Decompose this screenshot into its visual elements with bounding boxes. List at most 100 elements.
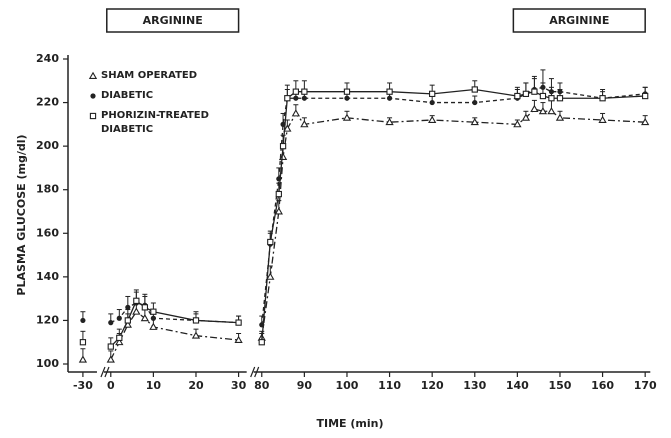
x-tick-label: 130 <box>463 379 486 392</box>
series-line <box>261 88 646 343</box>
point <box>556 95 564 102</box>
annotation-box <box>512 8 646 33</box>
point <box>385 117 394 126</box>
y-axis-label: PLASMA GLUCOSE (mg/dl) <box>15 134 28 295</box>
point <box>150 315 156 321</box>
x-tick-label: 160 <box>591 379 614 392</box>
x-tick-label: 20 <box>188 379 204 392</box>
y-tick-label: 120 <box>36 313 59 326</box>
y-tick-label: 100 <box>36 357 59 370</box>
annotation-text: ARGININE <box>143 14 203 27</box>
annotation-box <box>106 8 240 33</box>
y-tick-label: 240 <box>36 52 59 65</box>
point <box>116 334 123 342</box>
point <box>116 315 122 321</box>
point <box>106 355 115 363</box>
legend-marker <box>90 93 96 99</box>
point <box>79 339 87 346</box>
x-tick-label: 90 <box>297 379 313 392</box>
point <box>284 95 291 102</box>
point <box>599 95 606 102</box>
point <box>107 343 114 350</box>
point <box>344 95 350 101</box>
point <box>292 88 300 95</box>
point <box>78 355 88 363</box>
point <box>428 115 437 123</box>
x-tick-label: -30 <box>73 379 93 392</box>
point <box>291 109 300 117</box>
point <box>267 238 274 246</box>
point <box>115 337 124 346</box>
x-tick-label: 150 <box>548 379 571 392</box>
point <box>530 104 539 113</box>
axis-break <box>250 366 260 378</box>
point <box>293 95 299 101</box>
legend-label: SHAM OPERATED <box>101 70 198 81</box>
annotation-text: ARGININE <box>549 14 609 27</box>
point <box>140 313 150 322</box>
point <box>80 317 86 324</box>
point <box>192 317 200 324</box>
point <box>514 92 521 100</box>
point <box>275 190 282 198</box>
point <box>124 317 131 324</box>
point <box>279 142 287 150</box>
x-tick-label: 30 <box>231 379 247 392</box>
point <box>429 99 435 106</box>
x-tick-label: 110 <box>378 379 401 392</box>
legend-marker <box>88 71 98 79</box>
point <box>283 124 292 132</box>
x-tick-label: 0 <box>107 379 115 392</box>
y-tick-label: 180 <box>36 183 59 196</box>
x-tick-label: 120 <box>421 379 444 392</box>
y-tick-label: 220 <box>36 96 59 109</box>
legend-label: PHORIZIN-TREATED DIABETIC <box>101 110 209 135</box>
point <box>472 99 478 106</box>
point <box>133 297 140 304</box>
point <box>538 106 548 115</box>
point <box>301 88 308 95</box>
legend-marker <box>89 112 97 120</box>
y-tick-label: 140 <box>36 270 59 283</box>
x-tick-label: 80 <box>254 379 270 392</box>
point <box>386 88 393 95</box>
point <box>470 117 479 126</box>
x-tick-label: 140 <box>506 379 529 392</box>
point <box>641 117 650 126</box>
point <box>522 90 530 98</box>
point <box>274 207 283 215</box>
x-tick-label: 10 <box>146 379 162 392</box>
point <box>234 335 243 343</box>
series-line <box>261 108 646 338</box>
point <box>539 92 547 100</box>
x-axis-label: TIME (min) <box>316 417 383 430</box>
point <box>429 90 436 98</box>
point <box>521 113 531 121</box>
point <box>471 86 478 93</box>
point <box>108 320 114 326</box>
point <box>301 95 307 101</box>
legend-label: DIABETIC <box>101 90 154 101</box>
point <box>191 331 201 339</box>
x-tick-label: 170 <box>634 379 657 392</box>
point <box>555 113 565 121</box>
point <box>343 88 351 95</box>
point <box>342 113 352 121</box>
point <box>513 120 522 128</box>
point <box>386 95 393 101</box>
point <box>149 322 158 330</box>
point <box>300 120 309 128</box>
point <box>266 272 275 280</box>
x-tick-label: 100 <box>335 379 358 392</box>
y-tick-label: 160 <box>36 226 59 239</box>
point <box>141 304 149 311</box>
point <box>531 88 538 95</box>
point <box>125 304 131 310</box>
point <box>258 339 265 346</box>
point <box>132 307 141 315</box>
y-tick-label: 200 <box>36 139 59 152</box>
axis-break <box>100 366 110 378</box>
point <box>547 106 556 115</box>
